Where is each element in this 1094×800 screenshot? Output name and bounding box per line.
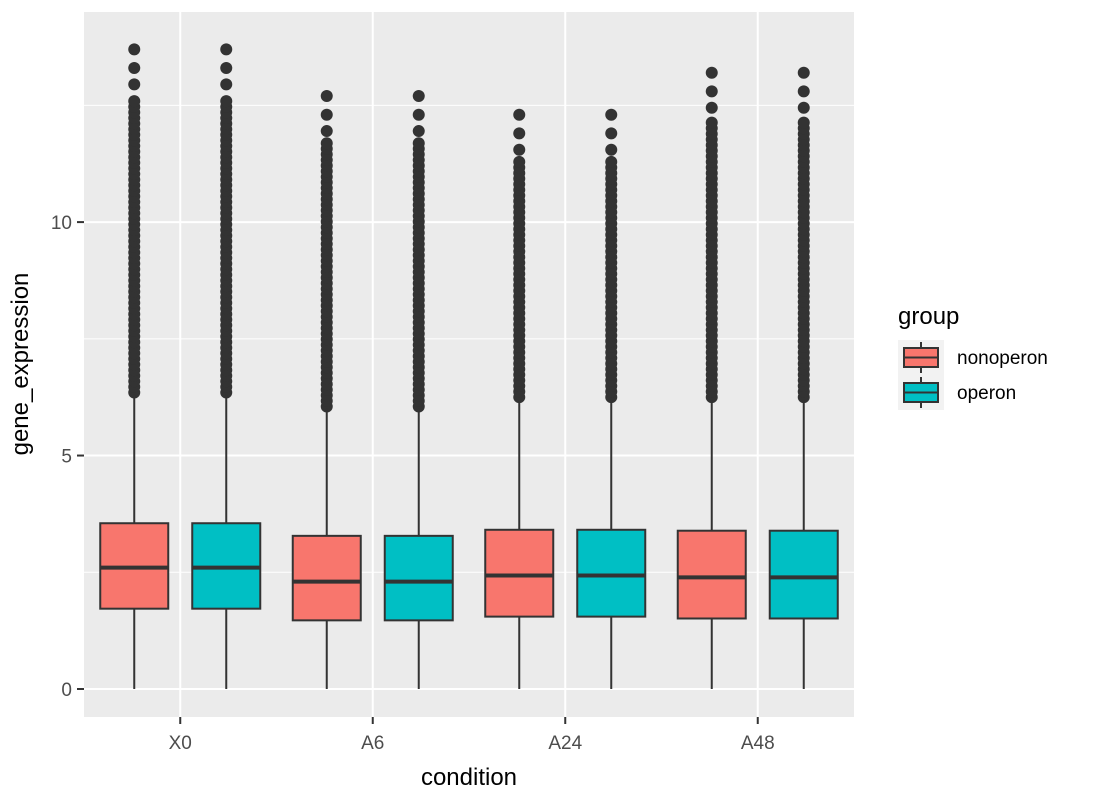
outlier-point — [128, 78, 141, 91]
y-tick-label: 10 — [51, 213, 72, 234]
box-operon-A6 — [383, 90, 454, 689]
outlier-point — [705, 85, 718, 98]
outlier-point — [220, 62, 233, 75]
legend-key-nonoperon — [898, 340, 944, 375]
outlier-point — [412, 90, 425, 103]
box-operon-X0 — [191, 43, 262, 689]
outlier-point — [320, 137, 333, 150]
outlier-point — [605, 155, 618, 168]
outlier-point — [513, 127, 526, 140]
box-body — [676, 529, 747, 620]
outlier-point — [128, 43, 141, 56]
box-series — [99, 43, 839, 689]
box-body — [484, 528, 555, 618]
outlier-point — [705, 116, 718, 129]
x-axis-title: condition — [421, 764, 517, 791]
outlier-point — [320, 90, 333, 103]
box-operon-A48 — [768, 66, 839, 689]
box-nonoperon-A48 — [676, 66, 747, 689]
outlier-point — [797, 116, 810, 129]
box-body — [383, 534, 454, 622]
box-nonoperon-X0 — [99, 43, 170, 689]
outlier-point — [797, 85, 810, 98]
outlier-point — [705, 66, 718, 79]
outlier-point — [412, 125, 425, 138]
legend-title: group — [898, 303, 959, 330]
x-tick-label: A24 — [548, 733, 582, 754]
outlier-point — [513, 155, 526, 168]
box-nonoperon-A24 — [484, 108, 555, 689]
legend: group nonoperon operon — [898, 303, 1048, 410]
x-tick-label: A6 — [361, 733, 384, 754]
outlier-point — [320, 108, 333, 121]
box-body — [576, 528, 647, 618]
y-axis: 0 5 10 — [51, 213, 84, 701]
outlier-point — [513, 143, 526, 156]
outlier-point — [128, 95, 141, 108]
legend-key-operon — [898, 375, 944, 410]
x-axis: X0 A6 A24 A48 — [169, 717, 775, 754]
outlier-point — [797, 101, 810, 114]
outlier-point — [797, 66, 810, 79]
grid-lines — [84, 12, 854, 717]
y-tick-label: 5 — [61, 447, 72, 468]
legend-label: nonoperon — [957, 348, 1048, 369]
outlier-point — [605, 127, 618, 140]
outlier-point — [220, 43, 233, 56]
box-body — [291, 534, 362, 622]
box-body — [768, 529, 839, 620]
y-tick-label: 0 — [61, 680, 72, 701]
y-axis-title: gene_expression — [7, 273, 34, 456]
outlier-point — [412, 137, 425, 150]
box-operon-A24 — [576, 108, 647, 689]
outlier-point — [128, 62, 141, 75]
x-tick-label: X0 — [169, 733, 192, 754]
outlier-point — [605, 108, 618, 121]
outlier-point — [705, 101, 718, 114]
outlier-point — [513, 108, 526, 121]
legend-label: operon — [957, 383, 1016, 404]
outlier-point — [220, 95, 233, 108]
outlier-point — [605, 143, 618, 156]
outlier-point — [320, 125, 333, 138]
box-nonoperon-A6 — [291, 90, 362, 689]
outlier-point — [412, 108, 425, 121]
outlier-point — [220, 78, 233, 91]
x-tick-label: A48 — [741, 733, 775, 754]
